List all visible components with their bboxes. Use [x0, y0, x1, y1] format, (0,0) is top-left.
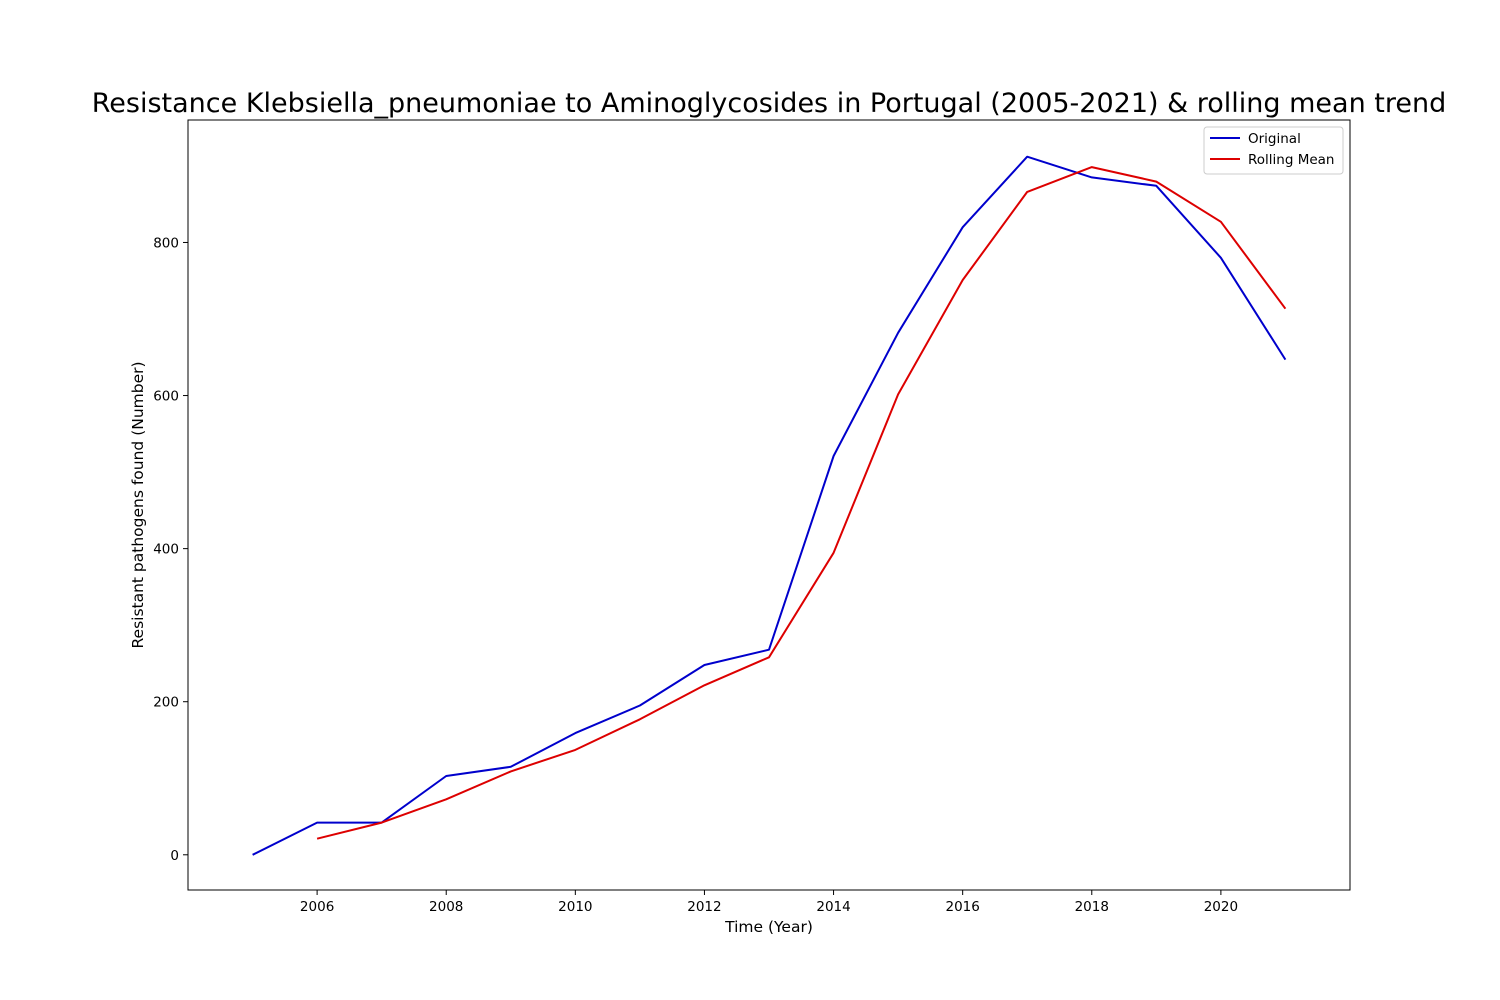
x-tick-label: 2020 [1204, 899, 1238, 915]
y-tick-label: 400 [153, 542, 179, 558]
y-axis-label: Resistant pathogens found (Number) [129, 361, 147, 648]
y-tick-label: 200 [153, 695, 179, 711]
legend-label-original: Original [1248, 131, 1301, 147]
y-tick-label: 600 [153, 389, 179, 405]
legend: Original Rolling Mean [1203, 126, 1344, 175]
x-tick-label: 2006 [300, 899, 334, 915]
x-tick-label: 2018 [1075, 899, 1109, 915]
x-tick-label: 2010 [558, 899, 592, 915]
y-tick-label: 800 [153, 235, 179, 251]
x-axis: 2006 2008 2010 2012 2014 2016 2018 2020 [300, 890, 1238, 915]
y-axis: 0 200 400 600 800 [153, 235, 188, 864]
x-tick-label: 2008 [429, 899, 463, 915]
plot-area [187, 119, 1351, 891]
legend-label-rolling-mean: Rolling Mean [1248, 152, 1334, 168]
x-tick-label: 2016 [945, 899, 979, 915]
series-line-rolling-mean [316, 166, 1287, 840]
series-line-original [252, 155, 1287, 856]
x-tick-label: 2012 [687, 899, 721, 915]
chart-title: Resistance Klebsiella_pneumoniae to Amin… [92, 88, 1446, 119]
x-tick-label: 2014 [816, 899, 850, 915]
series-layer [252, 155, 1287, 856]
y-tick-label: 0 [170, 848, 179, 864]
x-axis-label: Time (Year) [724, 918, 813, 936]
